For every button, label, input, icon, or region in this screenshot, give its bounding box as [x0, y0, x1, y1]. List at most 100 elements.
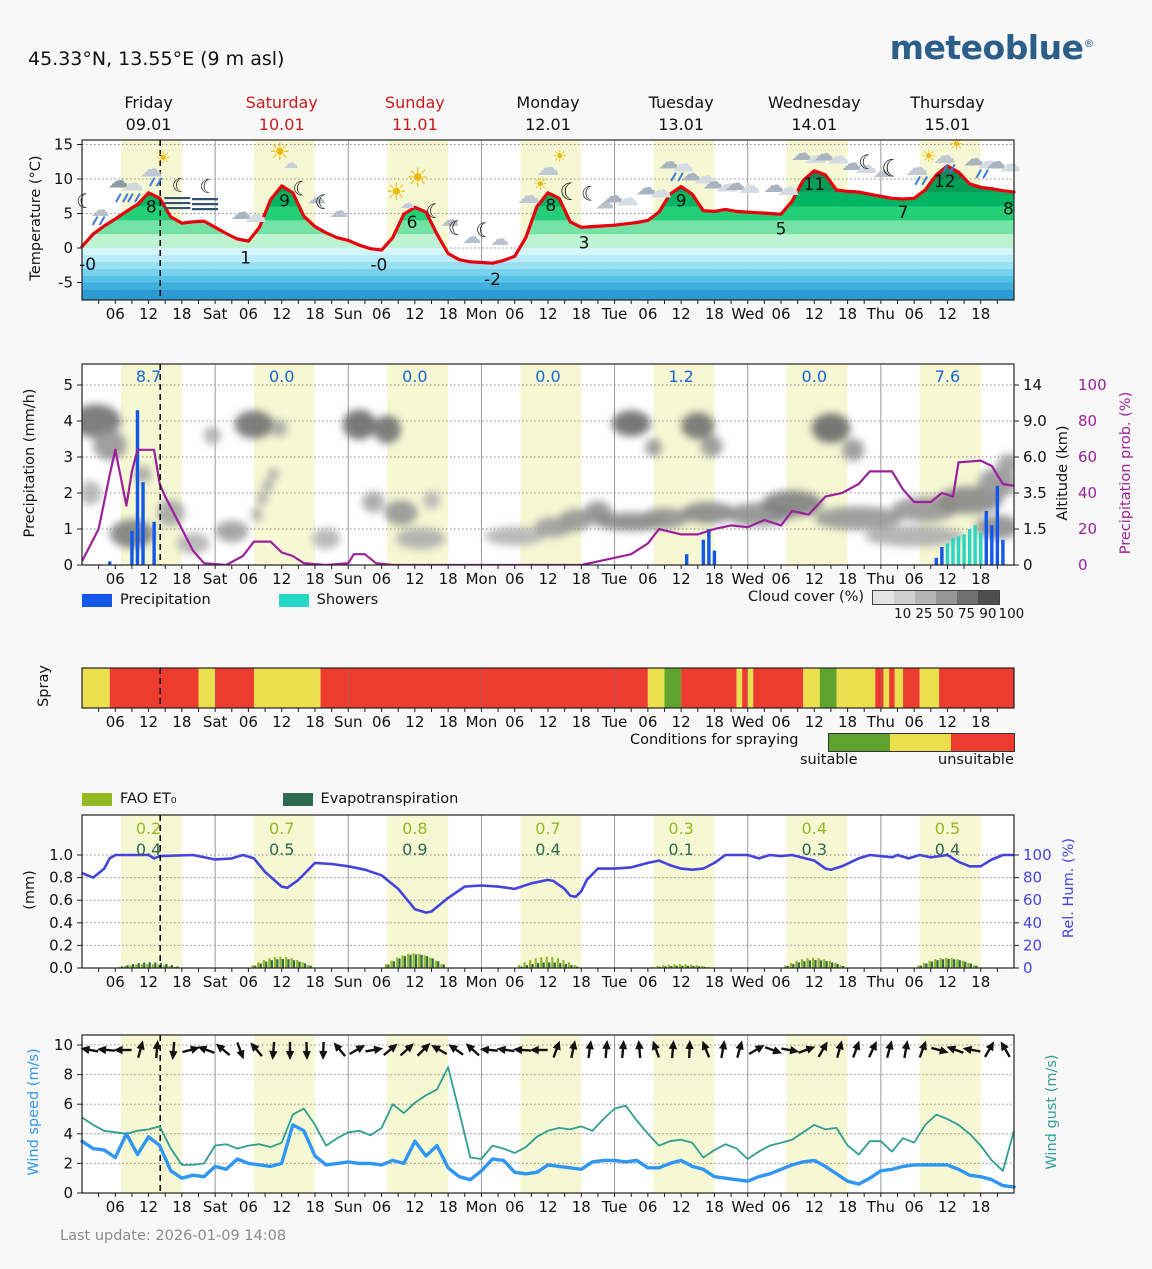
cloudy-icon: ☁ [715, 171, 738, 197]
spray-panel: 06 12 18 06 12 18 06 12 18 06 12 18 06 12 18 06 12 18 06 12… [81, 667, 1015, 731]
cloud-blob [82, 404, 121, 438]
daylight-band [653, 815, 715, 968]
cloudy-icon: ☁ [603, 184, 624, 208]
cloud-cover-legend: Cloud cover (%) 10 25 50 75 90 100 [748, 589, 1024, 622]
sun-cloud-drizzle-icon: ☀ [155, 149, 170, 169]
day-abbrev-label: Wed [731, 713, 764, 731]
cloud-cover-label: Cloud cover (%) [748, 589, 865, 605]
evapotranspiration-bar [387, 964, 390, 968]
temperature-axis-title: Temperature (°C) [28, 155, 44, 281]
moon-icon: ☾ [881, 154, 903, 182]
hour-label: 06 [106, 1198, 125, 1216]
y-tick-label: 5 [63, 205, 73, 223]
daylight-band [120, 1035, 182, 1193]
hour-label: 12 [938, 305, 957, 323]
hour-label: 18 [705, 1198, 724, 1216]
shower-bar [973, 525, 977, 565]
hour-label: 12 [405, 1198, 424, 1216]
wind-arrow [182, 1045, 200, 1054]
daily-fao-et0: 0.4 [802, 819, 827, 838]
hour-label: 12 [538, 973, 557, 991]
humidity-tick-label: 60 [1023, 891, 1042, 909]
hour-label: 06 [239, 973, 258, 991]
altitude-tick-label: 14 [1023, 376, 1042, 394]
day-abbrev-label: Mon [466, 305, 498, 323]
spray-segment [747, 668, 754, 708]
shower-bar [951, 538, 955, 565]
fao-et0-bar [545, 956, 548, 968]
hour-label: 12 [672, 1198, 691, 1216]
rain-icon: ☁ [121, 170, 144, 196]
fao-et0-bar [967, 962, 970, 968]
fao-et0-bar [251, 965, 254, 968]
cloud-blob [342, 409, 377, 440]
day-abbrev-label: Mon [466, 973, 498, 991]
mostly-sunny-icon: ☀ [385, 178, 407, 206]
drizzle-mark [949, 164, 956, 173]
hour-label: 06 [905, 305, 924, 323]
evapotranspiration-bar [953, 959, 956, 968]
hour-label: 12 [672, 713, 691, 731]
sun-cloud-drizzle-icon: ☁ [905, 155, 928, 181]
wind-arrow [333, 1042, 347, 1057]
precipitation-axis-title: Precipitation (mm/h) [22, 388, 38, 538]
night-cloud-icon: ☁ [329, 200, 348, 222]
cloudy-icon: ☁ [854, 153, 877, 179]
prob-tick-label: 40 [1078, 484, 1097, 502]
fao-et0-bar [157, 964, 160, 968]
showers-swatch [278, 593, 309, 607]
evapotranspiration-bar [398, 958, 401, 968]
drizzle-mark [914, 176, 921, 186]
hour-label: 12 [805, 1198, 824, 1216]
hour-label: 12 [139, 713, 158, 731]
mostly-sunny-icon: ☀ [269, 138, 291, 166]
evapotranspiration-swatch [282, 792, 313, 806]
daily-precip-total: 1.2 [668, 367, 693, 386]
wind-arrow [668, 1040, 678, 1059]
humidity-tick-label: 80 [1023, 869, 1042, 887]
evapotranspiration-bar [803, 961, 806, 968]
cloud-blob [270, 419, 288, 437]
cloud-blob [814, 506, 904, 531]
wind-speed-line [80, 1123, 1016, 1189]
temperature-value-label: 12 [934, 172, 956, 192]
evapotranspiration-bar [304, 963, 307, 968]
hour-label: 12 [938, 1198, 957, 1216]
wind-arrow [946, 1045, 964, 1054]
precipitation-bar [990, 525, 994, 565]
evapotranspiration-bar [254, 965, 257, 968]
y-tick-label: 10 [54, 1036, 73, 1054]
evapotranspiration-bar [958, 960, 961, 968]
cloud-blob [176, 532, 210, 555]
wind-arrow [529, 1045, 548, 1055]
hour-label: 12 [405, 713, 424, 731]
day-name: Saturday [246, 93, 318, 112]
spray-segment [903, 668, 920, 708]
cloud-cover-tick: 50 [936, 606, 954, 622]
precipitation-bar [1001, 539, 1005, 565]
hour-label: 18 [572, 1198, 591, 1216]
hour-label: 06 [771, 1198, 790, 1216]
prob-tick-label: 60 [1078, 448, 1097, 466]
precipitation-bar [701, 539, 706, 565]
hour-label: 18 [305, 973, 324, 991]
hour-label: 12 [938, 713, 957, 731]
precipitation-bars [108, 410, 1005, 565]
wind-arrow [1000, 1041, 1011, 1058]
fao-et0-bar [689, 964, 693, 968]
fao-et0-bar [401, 955, 404, 968]
cloud-blob [395, 527, 446, 550]
wind-arrow [635, 1040, 644, 1059]
hour-label: 06 [505, 973, 524, 991]
day-abbrev-label: Tue [601, 305, 628, 323]
daily-precip-total: 7.6 [935, 367, 960, 386]
hour-label: 12 [139, 1198, 158, 1216]
cloudy-icon: ☁ [244, 202, 267, 228]
cloudy-icon: ☁ [693, 163, 716, 189]
hour-label: 06 [505, 1198, 524, 1216]
hour-label: 18 [305, 1198, 324, 1216]
fao-et0-swatch [82, 792, 112, 806]
cloud-cover-tick: 90 [979, 606, 997, 622]
fao-et0-bar [517, 965, 521, 968]
night-cloud-icon: ☁ [490, 228, 509, 250]
